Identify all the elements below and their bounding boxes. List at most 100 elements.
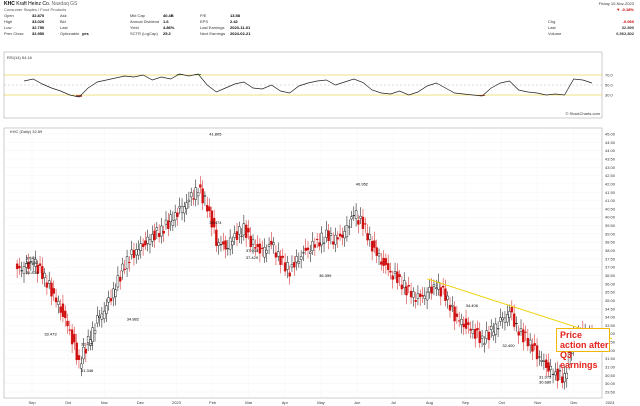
- candle-body: [224, 240, 227, 250]
- candle-body: [295, 256, 298, 263]
- candle-body: [490, 326, 493, 330]
- candle-body: [302, 252, 305, 254]
- price-tick-label: 29.50: [605, 390, 616, 395]
- candle-body: [396, 271, 399, 283]
- candle-body: [208, 206, 211, 211]
- candle-body: [151, 234, 154, 242]
- candle-body: [217, 242, 220, 246]
- candle-body: [192, 198, 195, 200]
- price-tick-label: 44.00: [605, 148, 616, 153]
- candle-body: [155, 227, 159, 231]
- candle-body: [377, 253, 381, 257]
- candle-body: [254, 247, 257, 249]
- rsi-overbought-fill: [176, 74, 183, 75]
- sector-label: Consumer Staples / Food Products: [4, 7, 67, 12]
- candle-body: [167, 220, 170, 229]
- candle-body: [219, 244, 223, 246]
- candle-body: [233, 233, 236, 238]
- candle-body: [354, 210, 358, 219]
- candle-body: [212, 217, 216, 228]
- candle-body: [130, 249, 133, 255]
- time-tick-label: Sep: [28, 400, 36, 405]
- candle-body: [517, 331, 520, 336]
- candle-body: [244, 224, 248, 238]
- candle-body: [462, 323, 465, 328]
- time-tick-label: 2024: [606, 400, 616, 405]
- price-tick-label: 32.00: [605, 348, 616, 353]
- candle-body: [59, 306, 62, 313]
- price-annotation: 36.399: [319, 273, 332, 278]
- candle-body: [425, 291, 429, 301]
- candle-body: [515, 323, 518, 325]
- quote-label: Annual Dividend: [130, 19, 160, 24]
- candle-body: [100, 313, 104, 320]
- candle-body: [311, 241, 314, 251]
- candle-body: [439, 287, 443, 297]
- candle-body: [290, 264, 294, 268]
- candle-body: [501, 317, 504, 321]
- candle-body: [247, 228, 250, 233]
- quote-label: Ask: [60, 13, 67, 18]
- candle-body: [506, 314, 509, 323]
- candle-body: [187, 199, 191, 202]
- candle-body: [352, 215, 356, 217]
- candle-body: [471, 329, 475, 334]
- candle-body: [173, 212, 177, 221]
- rsi-label: RSI(14) 54.16: [7, 55, 33, 60]
- price-tick-label: 37.00: [605, 265, 616, 270]
- candle-body: [270, 240, 273, 245]
- candle-body: [386, 263, 390, 271]
- quote-value: 32.750: [32, 25, 45, 30]
- time-tick-label: 2023: [172, 400, 182, 405]
- rsi-tick-label: 70.0: [605, 73, 614, 78]
- price-annotation: 36.952: [26, 260, 39, 265]
- price-label: KHC (Daily) 32.89: [10, 129, 43, 134]
- quote-value: 2.42: [230, 19, 238, 24]
- candle-body: [499, 317, 502, 322]
- price-tick-label: 39.00: [605, 231, 616, 236]
- price-tick-label: 38.50: [605, 240, 616, 245]
- candle-body: [38, 263, 42, 266]
- candle-body: [432, 284, 436, 287]
- quote-label: Open: [4, 13, 14, 18]
- candle-body: [341, 234, 344, 238]
- candle-body: [451, 304, 454, 307]
- candle-body: [288, 272, 291, 277]
- candle-body: [492, 331, 495, 336]
- candle-body: [114, 289, 117, 297]
- candle-body: [453, 306, 456, 322]
- candle-body: [157, 232, 161, 238]
- price-annotation: 37.429: [246, 255, 259, 260]
- candle-body: [279, 255, 282, 265]
- candle-body: [70, 329, 74, 345]
- candle-body: [512, 313, 516, 327]
- candle-body: [528, 339, 532, 346]
- price-tick-label: 36.00: [605, 281, 616, 286]
- candle-body: [366, 233, 369, 241]
- candle-body: [533, 343, 536, 346]
- candle-body: [102, 310, 106, 319]
- candle-body: [414, 300, 417, 302]
- candle-body: [313, 244, 317, 248]
- candle-body: [274, 252, 278, 258]
- candle-body: [368, 234, 372, 240]
- candle-body: [483, 343, 486, 345]
- candle-body: [96, 315, 99, 324]
- candle-body: [421, 295, 424, 297]
- price-tick-label: 41.50: [605, 190, 616, 195]
- candle-body: [123, 268, 126, 270]
- candle-body: [315, 238, 319, 240]
- quote-value: 40.4B: [163, 13, 174, 18]
- price-annotation: 41.805: [209, 132, 222, 137]
- candle-body: [277, 251, 280, 257]
- quote-label: Bid: [60, 19, 66, 24]
- candle-body: [139, 243, 143, 251]
- candle-body: [293, 262, 296, 268]
- candle-body: [61, 303, 65, 317]
- candle-body: [31, 263, 35, 265]
- candle-body: [526, 337, 530, 347]
- candle-body: [320, 232, 323, 246]
- candle-body: [178, 206, 181, 209]
- price-tick-label: 35.50: [605, 290, 616, 295]
- candle-body: [570, 352, 573, 354]
